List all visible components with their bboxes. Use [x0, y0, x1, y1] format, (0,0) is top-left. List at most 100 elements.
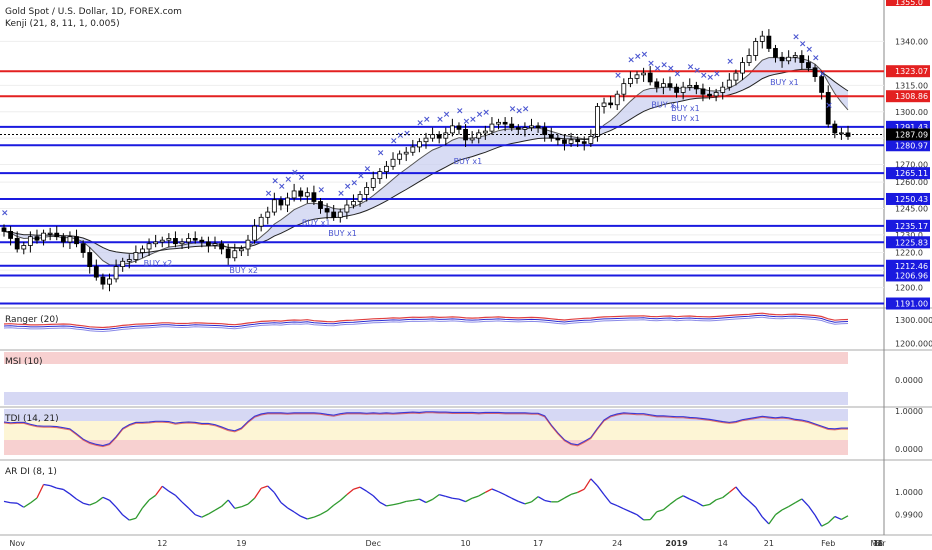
candle-body — [21, 245, 27, 250]
ardi-segment — [267, 485, 275, 494]
buy-x-marker: × — [812, 54, 820, 64]
buy-x-marker: × — [350, 178, 358, 188]
ardi-segment — [498, 491, 506, 496]
buy-x-marker: × — [278, 182, 286, 192]
candle-body — [832, 123, 838, 134]
ardi-segment — [181, 501, 190, 509]
candle-body — [113, 266, 119, 280]
ardi-segment — [419, 498, 427, 504]
level-tag — [886, 167, 930, 180]
candle-body — [621, 83, 627, 95]
buy-x-marker: × — [660, 61, 668, 71]
candle-body — [707, 93, 712, 97]
ardi-segment — [76, 498, 84, 504]
level-tag-text: 1323.07 — [895, 67, 928, 76]
ardi-segment — [188, 507, 196, 516]
ardi-segment — [353, 486, 361, 490]
candle-body — [430, 134, 435, 139]
ardi-segment — [537, 496, 546, 502]
time-tick-label: Feb — [821, 539, 835, 548]
indicator-lines — [3, 312, 849, 527]
buy-x-marker: × — [344, 182, 352, 192]
candle-body — [179, 241, 185, 245]
candle-body — [766, 35, 772, 49]
ranger-title: Ranger (20) — [5, 315, 59, 325]
candle-body — [1, 227, 7, 232]
candle-body — [238, 248, 244, 252]
time-tick-label: 21 — [764, 539, 774, 548]
candle-body — [403, 151, 409, 155]
candle-body — [654, 81, 660, 88]
candle-body — [614, 93, 620, 106]
candle-body — [839, 132, 844, 135]
level-tag-text: 1206.96 — [895, 271, 928, 280]
candle-body — [423, 137, 429, 143]
candle-body — [351, 201, 356, 206]
ardi-segment — [807, 505, 816, 516]
candle-body — [364, 187, 370, 195]
candle-body — [410, 146, 416, 153]
candle-body — [588, 136, 594, 144]
buy-x-marker: × — [416, 119, 424, 129]
candle-body — [417, 141, 422, 148]
ardi-segment — [359, 486, 367, 492]
candle-body — [100, 276, 106, 285]
ardi-segment — [412, 498, 420, 502]
ardi-segment — [439, 493, 446, 498]
candle-body — [634, 74, 640, 79]
ardi-segment — [775, 509, 783, 516]
candle-body — [581, 141, 587, 144]
candle-body — [436, 134, 442, 139]
candle-body — [120, 260, 126, 267]
ardi-segment — [208, 509, 216, 515]
candle-body — [34, 236, 40, 241]
candle-body — [720, 86, 726, 93]
candle-body — [713, 92, 719, 97]
candle-body — [54, 232, 60, 238]
ardi-segment — [115, 506, 124, 516]
price-axis[interactable]: 1200.01210.01220.01230.01245.001260.0012… — [0, 0, 932, 519]
candle-body — [331, 211, 337, 218]
candle-body — [792, 55, 798, 58]
candle-body — [595, 106, 600, 137]
ardi-segment — [3, 500, 11, 504]
candle-body — [469, 137, 475, 141]
candle-body — [192, 238, 198, 241]
ardi-segment — [346, 488, 354, 496]
ardi-segment — [564, 493, 572, 499]
ardi-segment — [702, 503, 710, 507]
ardi-segment — [761, 516, 770, 525]
candle-body — [726, 79, 732, 88]
buy-x-marker: × — [271, 177, 279, 187]
candle-body — [146, 243, 152, 250]
candle-body — [647, 72, 653, 83]
ardi-segment — [234, 506, 242, 510]
candle-body — [568, 139, 574, 144]
buy-x-marker: × — [825, 101, 833, 111]
candle-body — [107, 278, 112, 285]
time-tick-label: Dec — [366, 539, 381, 548]
buy-x-marker: × — [469, 115, 477, 125]
ardi-segment — [801, 498, 809, 507]
ardi-segment — [465, 497, 473, 503]
ardi-segment — [56, 487, 64, 491]
buy-x-marker: × — [456, 106, 464, 116]
candle-body — [601, 102, 607, 107]
candle-body — [133, 252, 139, 260]
candle-body — [225, 248, 231, 259]
ardi-segment — [425, 498, 433, 504]
time-tick-label: 12 — [157, 539, 167, 548]
price-tick-label: 1300.00 — [895, 108, 928, 117]
kenji-band-fill — [4, 57, 848, 266]
candle-body — [753, 41, 759, 56]
ardi-segment — [768, 514, 776, 525]
time-tick-label: 8 — [875, 539, 880, 548]
candle-body — [529, 125, 534, 129]
candle-body — [746, 55, 752, 63]
price-tick-label: 1230.0 — [895, 231, 923, 240]
candle-body — [384, 165, 389, 172]
ardi-segment — [260, 485, 268, 489]
ardi-segment — [676, 495, 684, 500]
